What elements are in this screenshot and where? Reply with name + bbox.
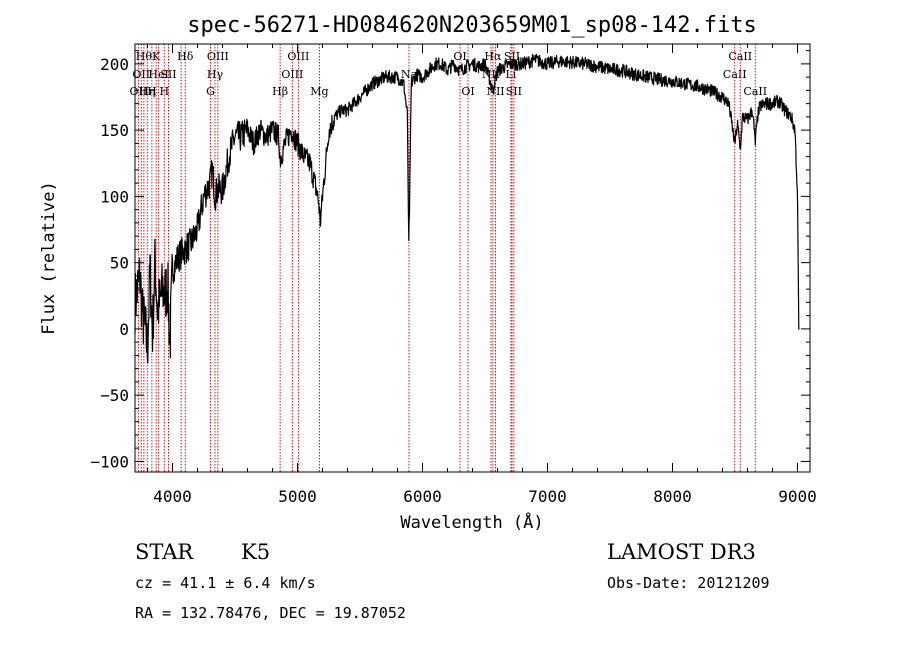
obs-date: Obs-Date: 20121209: [607, 574, 770, 592]
reference-line-label: OI: [453, 50, 466, 63]
reference-line-label: Hδ: [177, 50, 194, 63]
coordinates-text: RA = 132.78476, DEC = 19.87052: [135, 604, 406, 622]
reference-line-label: OIII: [281, 68, 303, 81]
reference-line-label: Hγ: [207, 68, 224, 81]
reference-line-label: H: [147, 85, 157, 98]
reference-lines-group: OIIOIIHθHηHKHeIHSIIHδGHγOIIIHβOIIIOIIIMg…: [130, 44, 767, 472]
y-tick-label: −50: [100, 386, 129, 405]
x-axis-label: Wavelength (Å): [400, 511, 543, 533]
reference-line-label: Hη: [139, 85, 155, 98]
reference-line-label: OIII: [287, 50, 309, 63]
y-tick-label: 50: [110, 254, 129, 273]
reference-line-label: SII: [160, 68, 176, 81]
y-tick-label: 0: [119, 320, 129, 339]
reference-line-label: H: [159, 85, 169, 98]
survey-name: LAMOST DR3: [607, 540, 756, 564]
y-tick-label: 150: [100, 121, 129, 140]
spectral-subclass: K5: [241, 540, 271, 564]
plot-frame: [134, 43, 811, 473]
reference-line-label: G: [206, 85, 215, 98]
y-tick-label: 100: [100, 187, 129, 206]
x-tick-label: 9000: [778, 487, 817, 506]
reference-line-label: Mg: [310, 85, 328, 98]
y-tick-label: 200: [100, 55, 129, 74]
y-tick-label: −100: [90, 452, 129, 471]
reference-line-label: NII: [486, 85, 504, 98]
reference-line-label: OIII: [207, 50, 229, 63]
object-type: STAR: [135, 540, 194, 564]
reference-line-label: Li: [505, 68, 516, 81]
x-tick-label: 7000: [528, 487, 567, 506]
x-tick-label: 6000: [403, 487, 442, 506]
reference-line-label: OII: [130, 85, 148, 98]
reference-line-label: Hα: [484, 50, 502, 63]
reference-line-label: CaII: [728, 50, 752, 63]
redshift-text: cz = 41.1 ± 6.4 km/s: [135, 574, 316, 592]
reference-line-label: Hβ: [272, 85, 288, 98]
reference-line-label: HeI: [148, 68, 168, 81]
reference-line-label: CaII: [723, 68, 747, 81]
axes-group: 4000 5000 6000 7000 8000 9000 −100 −50 0 50 100 150…: [90, 44, 817, 506]
chart-title: spec-56271-HD084620N203659M01_sp08-142.f…: [187, 13, 757, 38]
spectrum-chart: spec-56271-HD084620N203659M01_sp08-142.f…: [39, 13, 817, 533]
x-tick-label: 5000: [278, 487, 317, 506]
reference-line-label: SII: [506, 85, 522, 98]
reference-line-label: K: [152, 50, 161, 63]
reference-line-label: Hθ: [136, 50, 153, 63]
reference-line-label: CaII: [743, 85, 767, 98]
reference-line-label: OI: [461, 85, 474, 98]
reference-line-label: OII: [132, 68, 150, 81]
x-tick-label: 8000: [653, 487, 692, 506]
spectrum-line: [134, 53, 800, 364]
x-tick-label: 4000: [153, 487, 192, 506]
y-axis-label: Flux (relative): [39, 181, 59, 335]
